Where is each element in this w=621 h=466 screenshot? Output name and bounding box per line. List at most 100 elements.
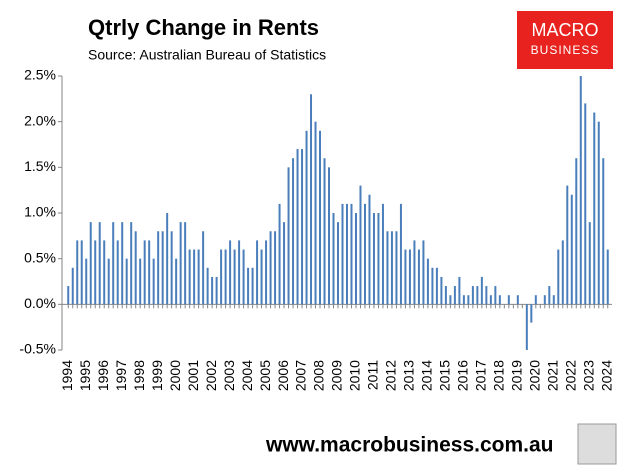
bar: [139, 258, 142, 305]
bar: [404, 249, 407, 305]
bar: [292, 158, 295, 305]
bar: [525, 304, 528, 350]
x-tick-label: 1994: [59, 360, 75, 391]
bar: [485, 286, 488, 305]
x-tick-label: 2011: [365, 360, 381, 390]
bar: [247, 267, 250, 305]
bar: [224, 249, 227, 305]
bar: [125, 258, 128, 305]
bar: [534, 295, 537, 305]
y-tick-label: 1.5%: [24, 158, 56, 174]
bar: [597, 121, 600, 305]
x-tick-label: 2010: [347, 360, 363, 391]
bar: [368, 194, 371, 305]
bar: [413, 240, 416, 305]
x-tick-label: 2008: [311, 360, 327, 391]
bar: [287, 167, 290, 305]
bar: [471, 286, 474, 305]
bar: [422, 240, 425, 305]
bar: [498, 295, 501, 305]
x-tick-label: 1995: [77, 360, 93, 391]
x-tick-label: 2014: [419, 360, 435, 391]
bar: [399, 203, 402, 305]
bar: [188, 249, 191, 305]
y-tick-label: 0.5%: [24, 249, 56, 265]
bar: [462, 295, 465, 305]
bar: [480, 276, 483, 305]
y-tick-label: 1.0%: [24, 204, 56, 220]
bar: [444, 286, 447, 305]
bar: [489, 295, 492, 305]
logo: [517, 11, 613, 69]
bar: [584, 103, 587, 305]
chart-subtitle: Source: Australian Bureau of Statistics: [88, 47, 326, 63]
bar: [76, 240, 79, 305]
x-tick-label: 2002: [203, 360, 219, 391]
bar: [570, 194, 573, 305]
bar: [233, 249, 236, 305]
bar: [332, 213, 335, 305]
bar: [323, 158, 326, 305]
x-tick-label: 2024: [598, 360, 614, 391]
logo-text: BUSINESS: [531, 43, 600, 57]
x-tick-label: 1996: [95, 360, 111, 391]
bar: [116, 240, 119, 305]
x-tick-label: 2023: [580, 360, 596, 391]
bar: [319, 130, 322, 305]
bar: [575, 158, 578, 305]
logo-image: [577, 423, 617, 465]
y-tick-label: 2.5%: [24, 67, 56, 83]
bar: [476, 286, 479, 305]
bar: [314, 121, 317, 305]
x-tick-label: 2006: [275, 360, 291, 391]
bar: [206, 267, 209, 305]
bar: [426, 258, 429, 305]
bar: [408, 249, 411, 305]
bar: [372, 213, 375, 305]
bar: [431, 267, 434, 305]
bar: [354, 213, 357, 305]
bar: [94, 240, 97, 305]
bar: [283, 222, 286, 305]
bar: [516, 295, 519, 305]
bar: [269, 231, 272, 305]
bar: [67, 286, 70, 305]
bar: [561, 240, 564, 305]
bar: [363, 203, 366, 305]
bar: [179, 222, 182, 305]
bar: [166, 213, 169, 305]
bar: [89, 222, 92, 305]
bar: [606, 249, 609, 305]
bar: [305, 130, 308, 305]
bar: [530, 304, 533, 323]
bar: [440, 276, 443, 305]
bar: [453, 286, 456, 305]
bar: [71, 267, 74, 305]
bar: [134, 231, 137, 305]
footer-url: www.macrobusiness.com.au: [265, 434, 553, 457]
bar: [566, 185, 569, 305]
bar: [265, 240, 268, 305]
bar: [395, 231, 398, 305]
x-tick-label: 2004: [239, 360, 255, 391]
bar: [260, 249, 263, 305]
bar: [359, 185, 362, 305]
bar: [296, 149, 299, 305]
y-tick-label: 2.0%: [24, 112, 56, 128]
bar: [588, 222, 591, 305]
bar: [157, 231, 160, 305]
bar: [211, 276, 214, 305]
bar: [112, 222, 115, 305]
chart-title: Qtrly Change in Rents: [88, 15, 319, 40]
bar: [278, 203, 281, 305]
x-tick-label: 2022: [562, 360, 578, 391]
bar: [152, 258, 155, 305]
x-tick-label: 2021: [545, 360, 561, 391]
bar: [251, 267, 254, 305]
bar: [256, 240, 259, 305]
bar: [130, 222, 133, 305]
bar: [238, 240, 241, 305]
bar: [494, 286, 497, 305]
bar: [193, 249, 196, 305]
